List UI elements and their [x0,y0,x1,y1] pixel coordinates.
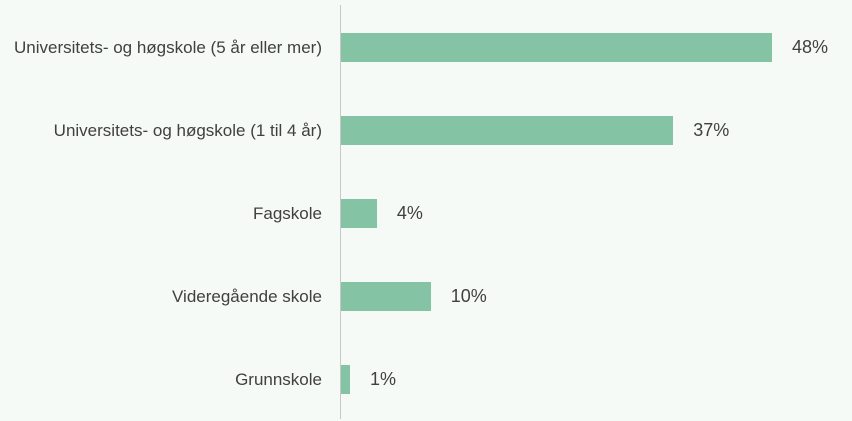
bar [341,365,350,394]
category-label: Videregående skole [172,287,322,306]
category-label: Grunnskole [235,370,322,389]
value-label: 4% [396,203,423,223]
category-label: Fagskole [253,204,322,223]
bar-row: Fagskole 4% [0,172,852,255]
bar-row: Universitets- og høgskole (5 år eller me… [0,6,852,89]
bar-row: Videregående skole 10% [0,255,852,338]
bar [341,116,674,145]
bar-row: Universitets- og høgskole (1 til 4 år) 37… [0,89,852,172]
bar [341,282,431,311]
category-label: Universitets- og høgskole (1 til 4 år) [53,121,322,140]
bar-row: Grunnskole 1% [0,338,852,421]
value-label: 48% [792,37,829,57]
bar [341,33,772,62]
value-label: 37% [693,120,730,140]
value-label: 10% [450,286,487,306]
axis-line [340,5,341,419]
value-label: 1% [369,369,396,389]
bar [341,199,377,228]
category-label: Universitets- og høgskole (5 år eller me… [14,38,322,57]
